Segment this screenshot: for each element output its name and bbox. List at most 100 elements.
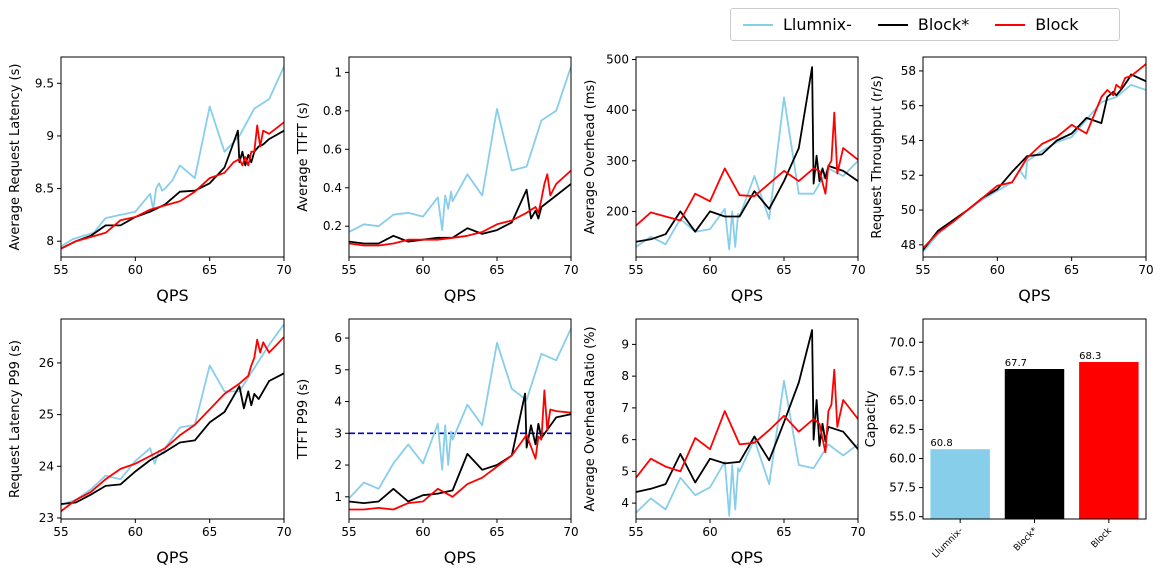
y-axis-label: Average Request Latency (s) [8,64,23,251]
y-axis-label: Average Overhead Ratio (%) [583,326,598,511]
x-tick-label: Block* [1012,526,1040,554]
x-tick-label: 65 [776,263,791,277]
legend-entry-block-star: Block* [877,15,970,34]
bar-value-label: 68.3 [1079,351,1101,362]
x-tick-label: 65 [202,525,217,539]
x-tick-label: 70 [563,525,578,539]
legend-entry-block: Block [995,15,1078,34]
plot-frame [635,318,859,520]
y-tick-label: 57.5 [889,481,916,495]
series-line-llumnix [61,323,284,506]
y-tick-label: 58 [901,64,916,78]
bar [1079,362,1139,519]
x-tick-label: 70 [1138,263,1153,277]
subplot-7: 55 60 65 70 QPS 4 5 6 7 8 9 Average Overhead Ratio … [583,318,866,567]
x-tick-label: 65 [202,263,217,277]
plot-frame [60,56,285,258]
legend-label-block-star: Block* [917,15,970,34]
y-tick-label: 0.2 [323,219,342,233]
legend-swatch-llumnix [743,23,773,26]
legend-swatch-block-star [877,23,908,26]
y-tick-label: 9 [46,129,54,143]
x-tick-label: 70 [276,263,291,277]
x-axis-label: QPS [156,286,188,305]
y-tick-label: 9.5 [35,76,54,90]
x-axis-label: QPS [156,548,188,567]
x-axis-label: QPS [1018,286,1050,305]
x-axis-label: QPS [731,286,763,305]
x-tick-label: 55 [915,263,930,277]
legend-entry-llumnix: Llumnix- [743,15,852,34]
series-line-llumnix [636,96,858,251]
subplot-6: 55 60 65 70 QPS 1 2 3 4 5 6 TTFT P99 (s) [296,318,579,567]
plot-frame [922,318,1147,520]
y-tick-label: 6 [334,331,342,345]
series-line-llumnix [636,379,858,517]
y-tick-label: 70.0 [889,335,916,349]
series-line-block [923,73,1146,251]
x-tick-label: 65 [489,525,504,539]
x-tick-label: 60 [702,525,717,539]
subplot-2: 55 60 65 70 QPS 0.2 0.4 0.6 0.8 1 Average TTFT (s) [296,56,579,305]
legend: Llumnix- Block* Block [730,8,1120,41]
subplot-3: 55 60 65 70 QPS 200 300 400 500 Average Overhead … [583,53,866,305]
y-tick-label: 7 [621,401,629,415]
x-tick-label: 55 [628,525,643,539]
y-tick-label: 500 [606,53,629,67]
y-tick-label: 54 [901,133,916,147]
bar [1004,369,1065,519]
y-tick-label: 25 [39,408,54,422]
series-line-block [61,336,284,512]
x-tick-label: 60 [990,263,1005,277]
legend-label-block: Block [1035,15,1079,34]
series-line-block [349,392,571,505]
legend-label-llumnix: Llumnix- [783,15,852,34]
y-tick-label: 65.0 [889,393,916,407]
y-axis-label: Capacity [864,390,879,447]
x-tick-label: 55 [628,263,643,277]
y-tick-label: 1 [334,65,342,79]
y-tick-label: 1 [334,490,342,504]
plot-frame [922,56,1147,258]
subplot-5: 55 60 65 70 QPS 23 24 25 26 Request Latency P99 (… [8,318,292,567]
y-tick-label: 400 [606,103,629,117]
series-line-block [349,169,571,247]
series-line-block [349,183,571,245]
y-tick-label: 2 [334,458,342,472]
x-tick-label: 60 [702,263,717,277]
y-tick-label: 5 [621,464,629,478]
y-tick-label: 8 [46,234,54,248]
x-tick-label: 60 [415,525,430,539]
series-line-block [923,63,1146,249]
plot-frame [60,318,285,520]
series-line-block [349,389,571,511]
x-tick-label: 55 [341,525,356,539]
x-axis-label: QPS [731,548,763,567]
plot-frame [348,318,572,520]
x-tick-label: 70 [850,525,865,539]
y-tick-label: 60.0 [889,452,916,466]
legend-swatch-block [995,23,1026,26]
plot-frame [348,56,572,258]
series-line-block [636,111,858,227]
y-tick-label: 50 [901,203,916,217]
y-tick-label: 23 [39,511,54,525]
x-tick-label: 55 [53,263,68,277]
series-line-block [636,368,858,479]
subplot-1: 55 60 65 70 QPS 8 8.5 9 9.5 Average Request Laten… [8,56,292,305]
bar-value-label: 60.8 [930,438,952,449]
x-tick-label: 70 [276,525,291,539]
subplot-4: 55 60 65 70 QPS 48 50 52 54 56 58 Request Throughpu… [870,56,1154,305]
y-tick-label: 52 [901,168,916,182]
plot-frame [635,56,859,258]
series-line-llumnix [349,66,571,233]
y-tick-label: 8.5 [35,182,54,196]
y-axis-label: Request Throughput (r/s) [870,75,885,238]
y-tick-label: 9 [621,337,629,351]
x-tick-label: Block [1090,525,1115,550]
y-tick-label: 55.0 [889,510,916,524]
y-tick-label: 67.5 [889,364,916,378]
x-tick-label: 60 [128,263,143,277]
y-tick-label: 0.6 [323,142,342,156]
y-tick-label: 62.5 [889,422,916,436]
